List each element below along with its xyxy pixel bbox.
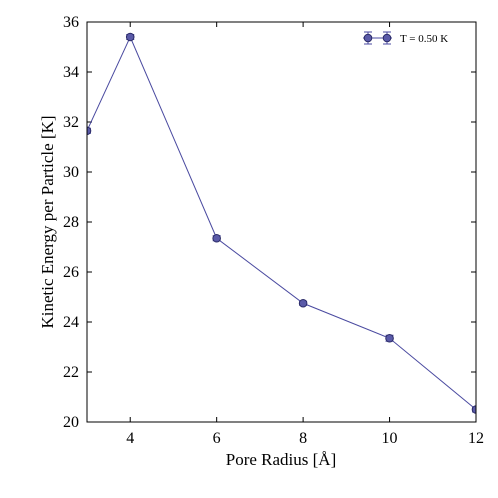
x-axis-label: Pore Radius [Å] (226, 450, 336, 469)
legend-marker (363, 33, 373, 43)
data-point (385, 333, 394, 343)
x-tick-label: 12 (468, 430, 484, 447)
legend: T = 0.50 K (363, 31, 448, 45)
x-tick-label: 4 (126, 430, 134, 447)
tick-labels: 4 6 8 10 12 20 22 24 26 28 30 32 34 36 (63, 14, 484, 447)
y-axis-label: Kinetic Energy per Particle [K] (38, 115, 57, 328)
y-tick-label: 36 (63, 14, 79, 31)
series-layer (87, 32, 476, 414)
y-tick-label: 28 (63, 214, 79, 231)
y-tick-label: 20 (63, 414, 79, 431)
data-point (87, 126, 92, 136)
legend-marker (382, 33, 392, 43)
y-tick-label: 26 (63, 264, 79, 281)
series-line (87, 35, 476, 410)
plot-frame (86, 21, 477, 423)
data-point (471, 405, 476, 414)
y-tick-label: 22 (63, 364, 79, 381)
legend-label: T = 0.50 K (400, 33, 448, 45)
x-tick-label: 10 (382, 430, 398, 447)
y-tick-label: 30 (63, 164, 79, 181)
y-tick-label: 32 (63, 114, 79, 131)
data-point (212, 233, 221, 243)
x-tick-label: 8 (299, 430, 307, 447)
x-tick-label: 6 (213, 430, 221, 447)
data-point (298, 298, 308, 308)
data-point (125, 32, 135, 42)
y-tick-label: 24 (63, 314, 79, 331)
y-tick-label: 34 (63, 64, 79, 81)
